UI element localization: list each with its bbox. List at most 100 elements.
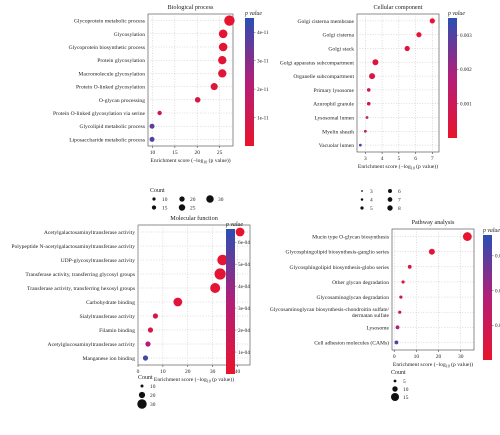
size-legend-dot [178, 204, 186, 211]
term-label: Glycosphingolipid biosynthesis-globo ser… [290, 265, 389, 271]
colorbar-tick-label: 0.03 [495, 254, 500, 260]
size-legend-label: 20 [150, 393, 156, 399]
size-legend-label: 8 [398, 206, 401, 212]
data-point [235, 227, 245, 237]
size-legend-label: 4 [370, 198, 373, 204]
size-legend: Count 10 15 20 25 30 [150, 188, 224, 212]
size-legend-title: Count [391, 370, 406, 376]
x-axis-label: Enrichment score (−log10 (p value)) [358, 163, 438, 170]
x-tick-label: 7 [431, 156, 434, 162]
term-label: Transferase activity, transferring hexos… [27, 285, 135, 292]
data-point [416, 32, 422, 38]
colorbar-tick-label: 2e-04 [238, 328, 250, 334]
size-legend-label: 10 [150, 384, 156, 390]
term-label: Glycoprotein metabolic process [74, 19, 145, 25]
size-legend-label: 6 [398, 189, 401, 195]
term-label: Carbohydrate binding [86, 300, 135, 306]
x-tick-label: 5 [397, 156, 400, 162]
colorbar-tick-label: 0.002 [460, 67, 472, 73]
colorbar [448, 18, 457, 138]
term-label: Lysosomal lumen [314, 116, 354, 122]
term-label: Other glycan degradation [332, 280, 389, 286]
size-legend-dot [391, 393, 399, 401]
size-legend-title: Count [138, 375, 153, 381]
size-legend-dot [392, 386, 398, 392]
data-point [363, 129, 367, 133]
size-legend-dot [393, 379, 397, 383]
term-label: Protein glycosylation [97, 58, 145, 64]
term-label: Vacuolar lumen [319, 143, 354, 149]
x-tick-label: 30 [458, 354, 464, 360]
data-point [218, 29, 228, 39]
data-point [218, 56, 227, 65]
data-point [365, 116, 369, 119]
x-tick-label: 25 [217, 150, 223, 156]
data-point [428, 248, 435, 255]
data-point [145, 341, 151, 347]
data-point [366, 88, 371, 92]
colorbar [483, 235, 492, 360]
colorbar-tick-label: 4e-04 [238, 284, 250, 290]
x-axis-label: Enrichment score (−log10 (p value)) [154, 376, 234, 383]
data-point [214, 268, 226, 280]
colorbar-tick-label: 0.02 [495, 288, 500, 294]
term-label: Glycoprotein biosynthetic process [69, 45, 145, 51]
term-label: Acetylglucosaminyltransferase activity [48, 341, 136, 348]
data-point [224, 15, 235, 26]
x-tick-label: 3 [364, 156, 367, 162]
size-legend: Count 5 10 15 [391, 370, 409, 401]
term-label: Glycosaminoglycan degradation [316, 295, 389, 301]
term-label: Golgi cisterna [322, 33, 354, 39]
size-legend-label: 10 [403, 387, 409, 393]
x-tick-label: 30 [210, 369, 216, 375]
term-label: Myelin sheath [322, 129, 354, 135]
x-tick-label: 0 [393, 354, 396, 360]
size-legend-dot [206, 195, 214, 203]
size-legend-label: 3 [370, 189, 373, 195]
x-tick-label: 10 [150, 150, 156, 156]
data-point [218, 69, 227, 78]
colorbar-tick-label: 4e-11 [257, 30, 269, 36]
data-point [358, 143, 362, 147]
term-label: Protein O-linked glycosylation [76, 85, 145, 91]
panel-title: Pathway analysis [412, 219, 455, 226]
data-point [398, 310, 402, 314]
data-point [152, 313, 159, 319]
term-label: UDP-glycosyltransferase activity [61, 257, 136, 264]
size-legend-dot [151, 205, 157, 210]
plot-frame [137, 224, 251, 366]
x-tick-label: 10 [414, 354, 420, 360]
size-legend-label: 10 [162, 197, 168, 203]
data-point [369, 73, 376, 80]
data-point [149, 136, 155, 142]
x-axis-label: Enrichment score (−log10 (p value)) [150, 157, 230, 164]
panel-title: Biological process [168, 4, 214, 11]
size-legend-title: Count [150, 188, 165, 194]
x-tick-label: 10 [160, 369, 166, 375]
data-point [218, 42, 228, 52]
x-tick-label: 6 [414, 156, 417, 162]
data-point [210, 83, 218, 91]
term-label: Liposaccharide metabolic process [69, 137, 145, 143]
colorbar-tick-label: 2e-11 [257, 87, 269, 93]
data-point [366, 101, 371, 106]
size-legend: Count 10 20 30 [137, 375, 156, 409]
term-label: Golgi apparatus subcompartment [280, 60, 355, 66]
term-label: O-glycan processing [99, 98, 145, 104]
data-point [157, 110, 162, 116]
colorbar-tick-label: 5e-04 [238, 262, 250, 268]
colorbar-tick-label: 3e-04 [238, 306, 250, 312]
colorbar-tick-label: 1e-04 [238, 350, 250, 356]
colorbar-title: p value [225, 222, 243, 228]
size-legend-dot [361, 190, 363, 192]
size-legend-label: 30 [150, 402, 156, 408]
data-point [147, 327, 154, 333]
data-point [404, 45, 410, 52]
term-label: Primary lysosome [313, 88, 354, 94]
size-legend-label: 7 [398, 198, 401, 204]
term-label: Golgi cisterna membrane [297, 19, 354, 25]
colorbar-title: p value [447, 11, 465, 17]
data-point [217, 254, 228, 266]
